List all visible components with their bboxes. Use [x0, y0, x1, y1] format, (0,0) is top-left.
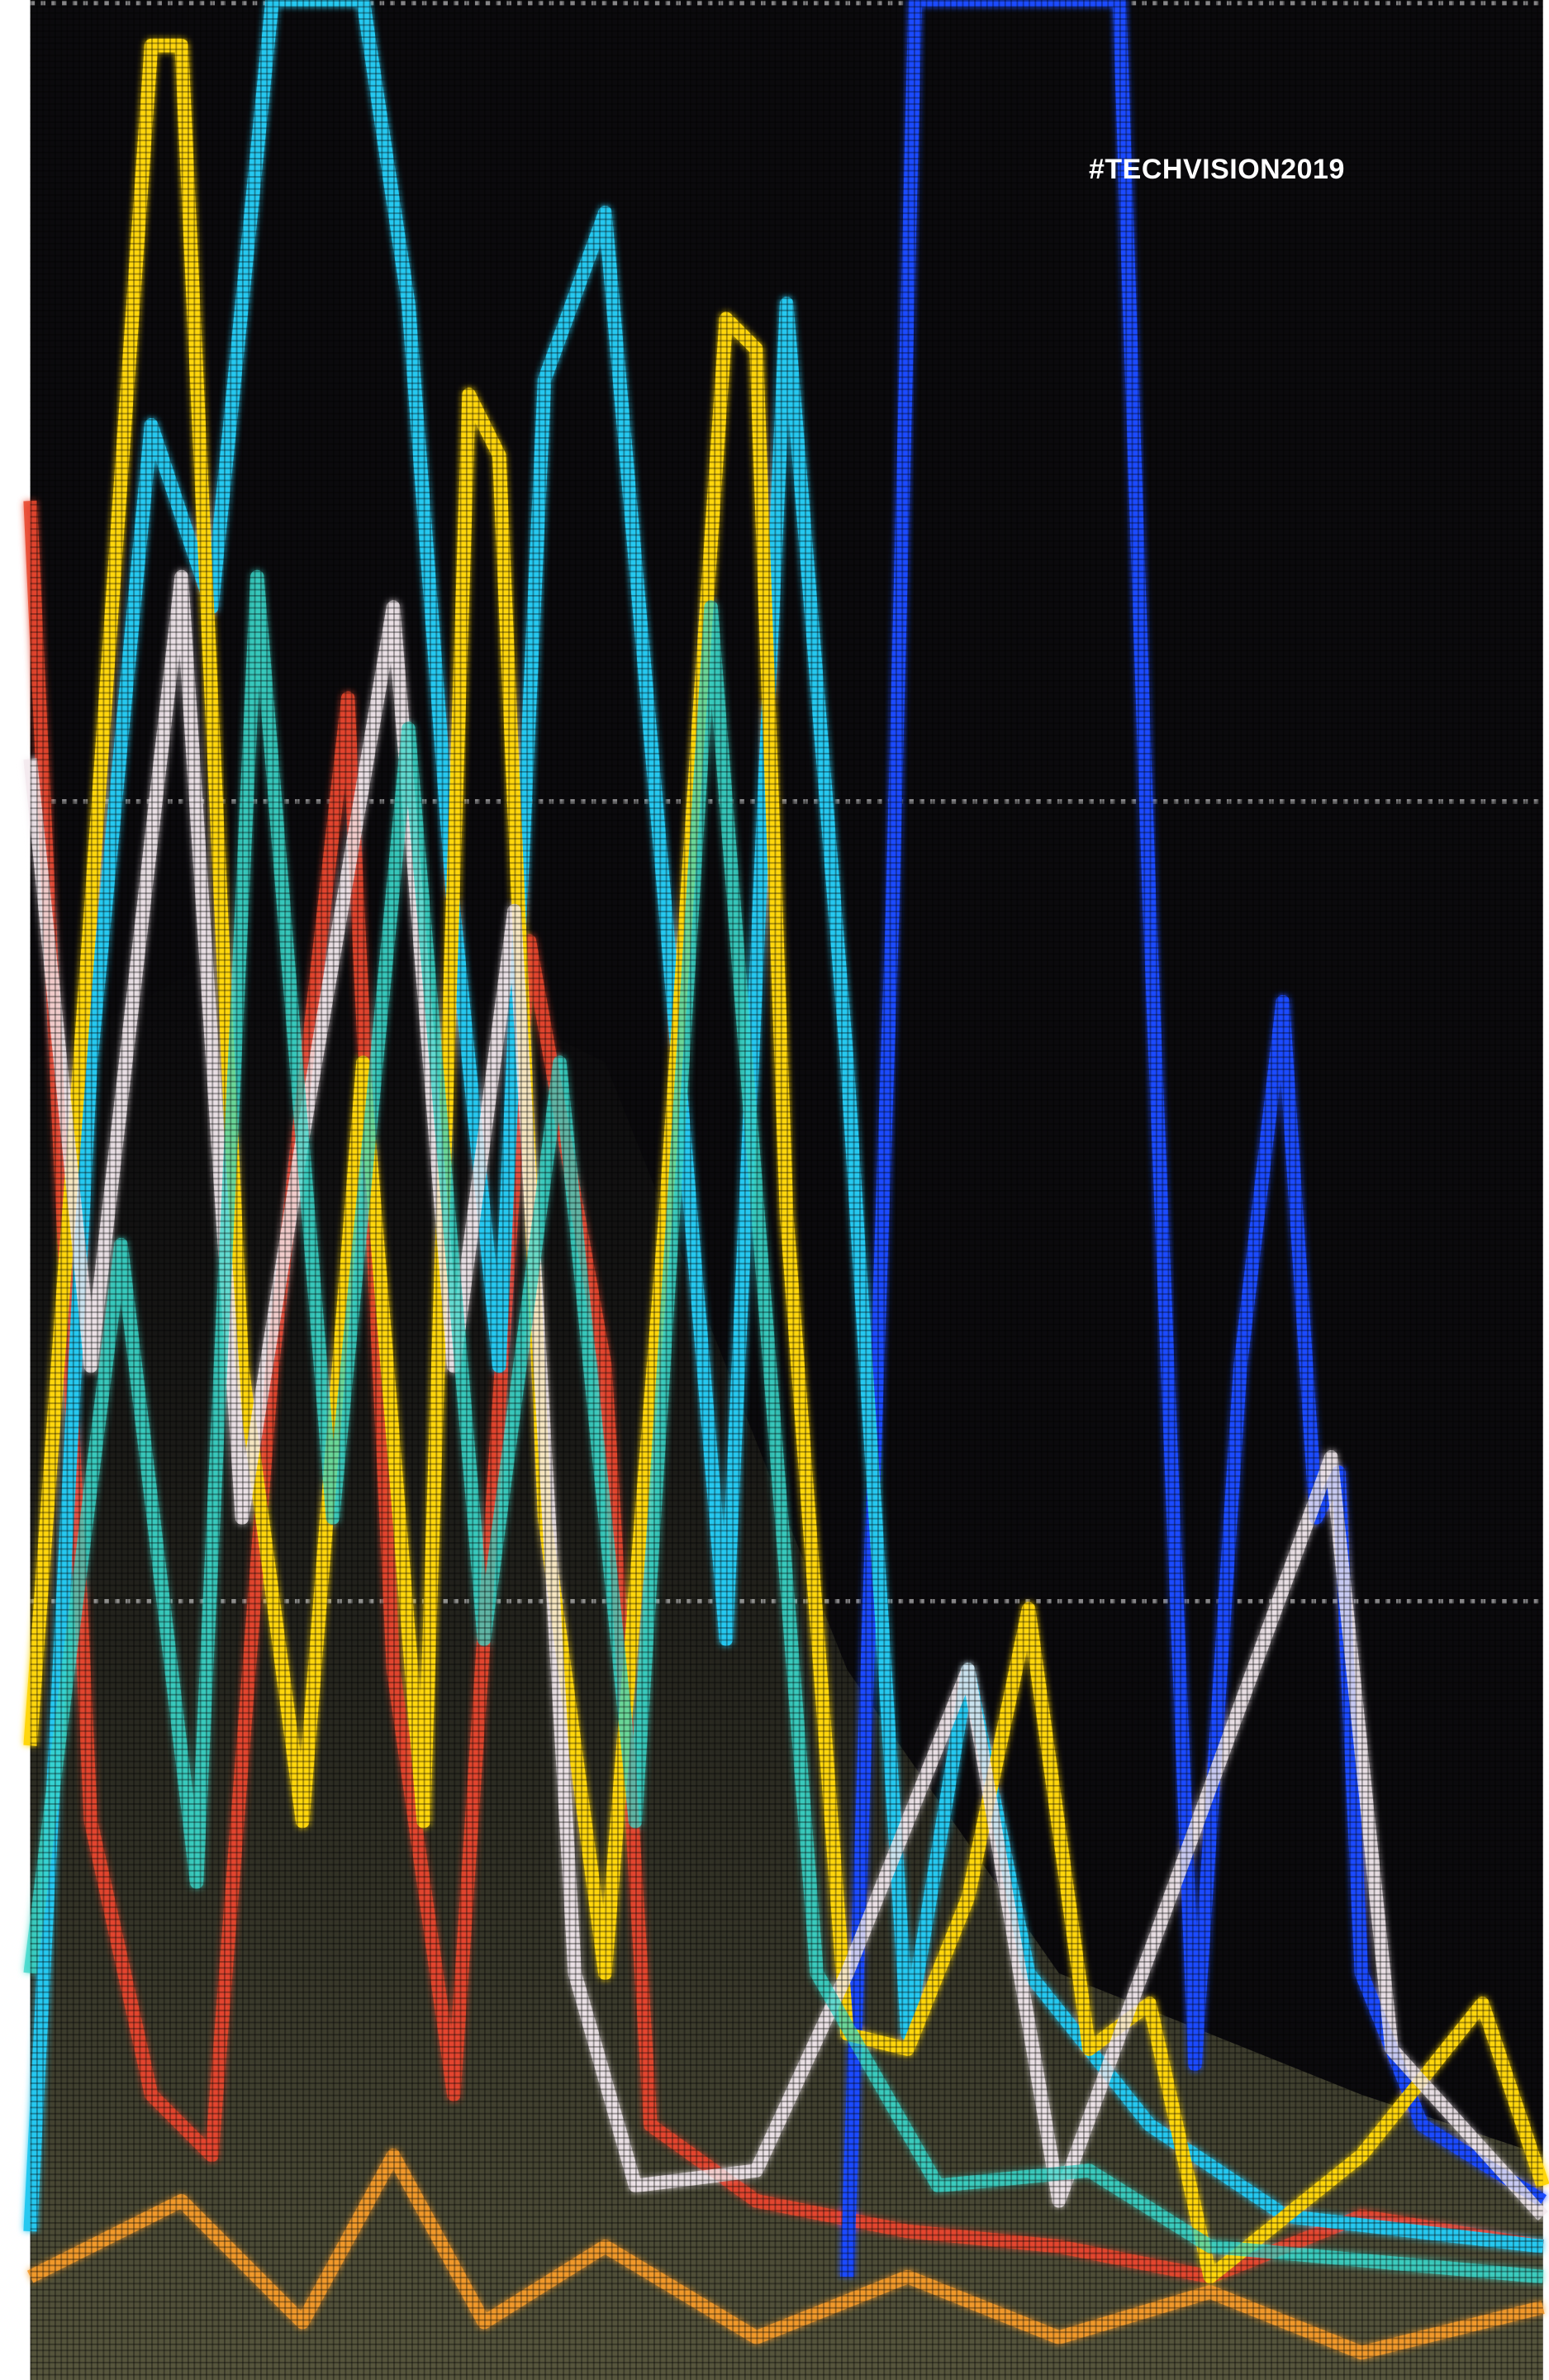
pixel-grid: [30, 0, 1543, 2380]
hashtag: #TECHVISION2019: [1089, 154, 1345, 185]
